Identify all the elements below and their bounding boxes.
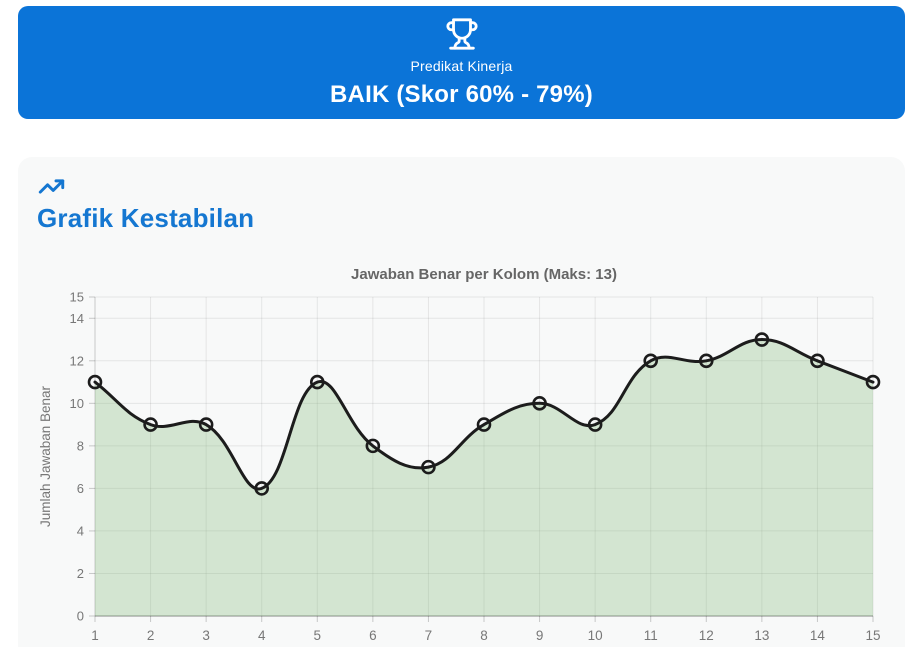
- x-tick-label: 1: [91, 628, 99, 643]
- card-title: Grafik Kestabilan: [37, 203, 255, 233]
- y-tick-label: 2: [77, 566, 84, 581]
- y-tick-label: 6: [77, 481, 84, 496]
- x-tick-label: 10: [588, 628, 603, 643]
- y-tick-label: 10: [70, 396, 84, 411]
- y-tick-label: 0: [77, 609, 84, 624]
- chart-title: Jawaban Benar per Kolom (Maks: 13): [351, 266, 617, 283]
- data-point-marker: [587, 417, 603, 432]
- x-tick-label: 2: [147, 628, 155, 643]
- y-tick-label: 15: [70, 290, 84, 305]
- x-tick-label: 13: [754, 628, 769, 643]
- y-tick-label: 14: [70, 311, 84, 326]
- y-axis-title: Jumlah Jawaban Benar: [38, 385, 53, 527]
- x-tick-label: 11: [644, 628, 658, 643]
- data-point-marker: [532, 396, 547, 411]
- data-point-marker: [421, 459, 436, 475]
- x-tick-label: 15: [865, 628, 880, 643]
- y-tick-label: 8: [77, 438, 84, 453]
- series-area-fill: [95, 339, 873, 616]
- data-point-marker: [754, 332, 770, 347]
- data-point-marker: [865, 374, 881, 390]
- x-tick-label: 7: [425, 628, 433, 643]
- x-tick-label: 6: [369, 628, 377, 643]
- data-point-marker: [365, 438, 381, 454]
- x-tick-label: 4: [258, 628, 266, 643]
- data-point-marker: [143, 417, 158, 432]
- series-line: [93, 338, 875, 491]
- x-tick-label: 14: [810, 628, 826, 643]
- performance-banner: Predikat Kinerja BAIK (Skor 60% - 79%): [18, 6, 905, 119]
- chart-card: Grafik Kestabilan 0 2 4 6 8 10 12 14 15 1 2 3 4 5 6 7 8 9…: [18, 157, 905, 647]
- banner-value: BAIK (Skor 60% - 79%): [330, 80, 593, 108]
- x-tick-label: 9: [536, 628, 544, 643]
- y-tick-label: 12: [70, 353, 84, 368]
- x-tick-label: 3: [202, 628, 210, 643]
- data-point-marker: [643, 353, 659, 369]
- data-point-marker: [476, 417, 492, 432]
- line-chart: 0 2 4 6 8 10 12 14 15 1 2 3 4 5 6 7 8 9 10 11 12 13 14 15 Jawaba…: [18, 255, 905, 647]
- x-tick-label: 5: [314, 628, 322, 643]
- banner-label: Predikat Kinerja: [410, 57, 513, 74]
- data-point-marker: [87, 374, 103, 390]
- trending-up-icon: [38, 173, 65, 200]
- data-point-marker: [309, 374, 325, 390]
- data-point-marker: [698, 353, 714, 369]
- data-point-marker: [198, 417, 214, 432]
- y-tick-label: 4: [77, 523, 84, 538]
- data-point-marker: [810, 353, 825, 369]
- x-tick-label: 12: [699, 628, 714, 643]
- trophy-icon: [445, 17, 479, 51]
- data-point-marker: [254, 481, 270, 496]
- x-tick-label: 8: [480, 628, 488, 643]
